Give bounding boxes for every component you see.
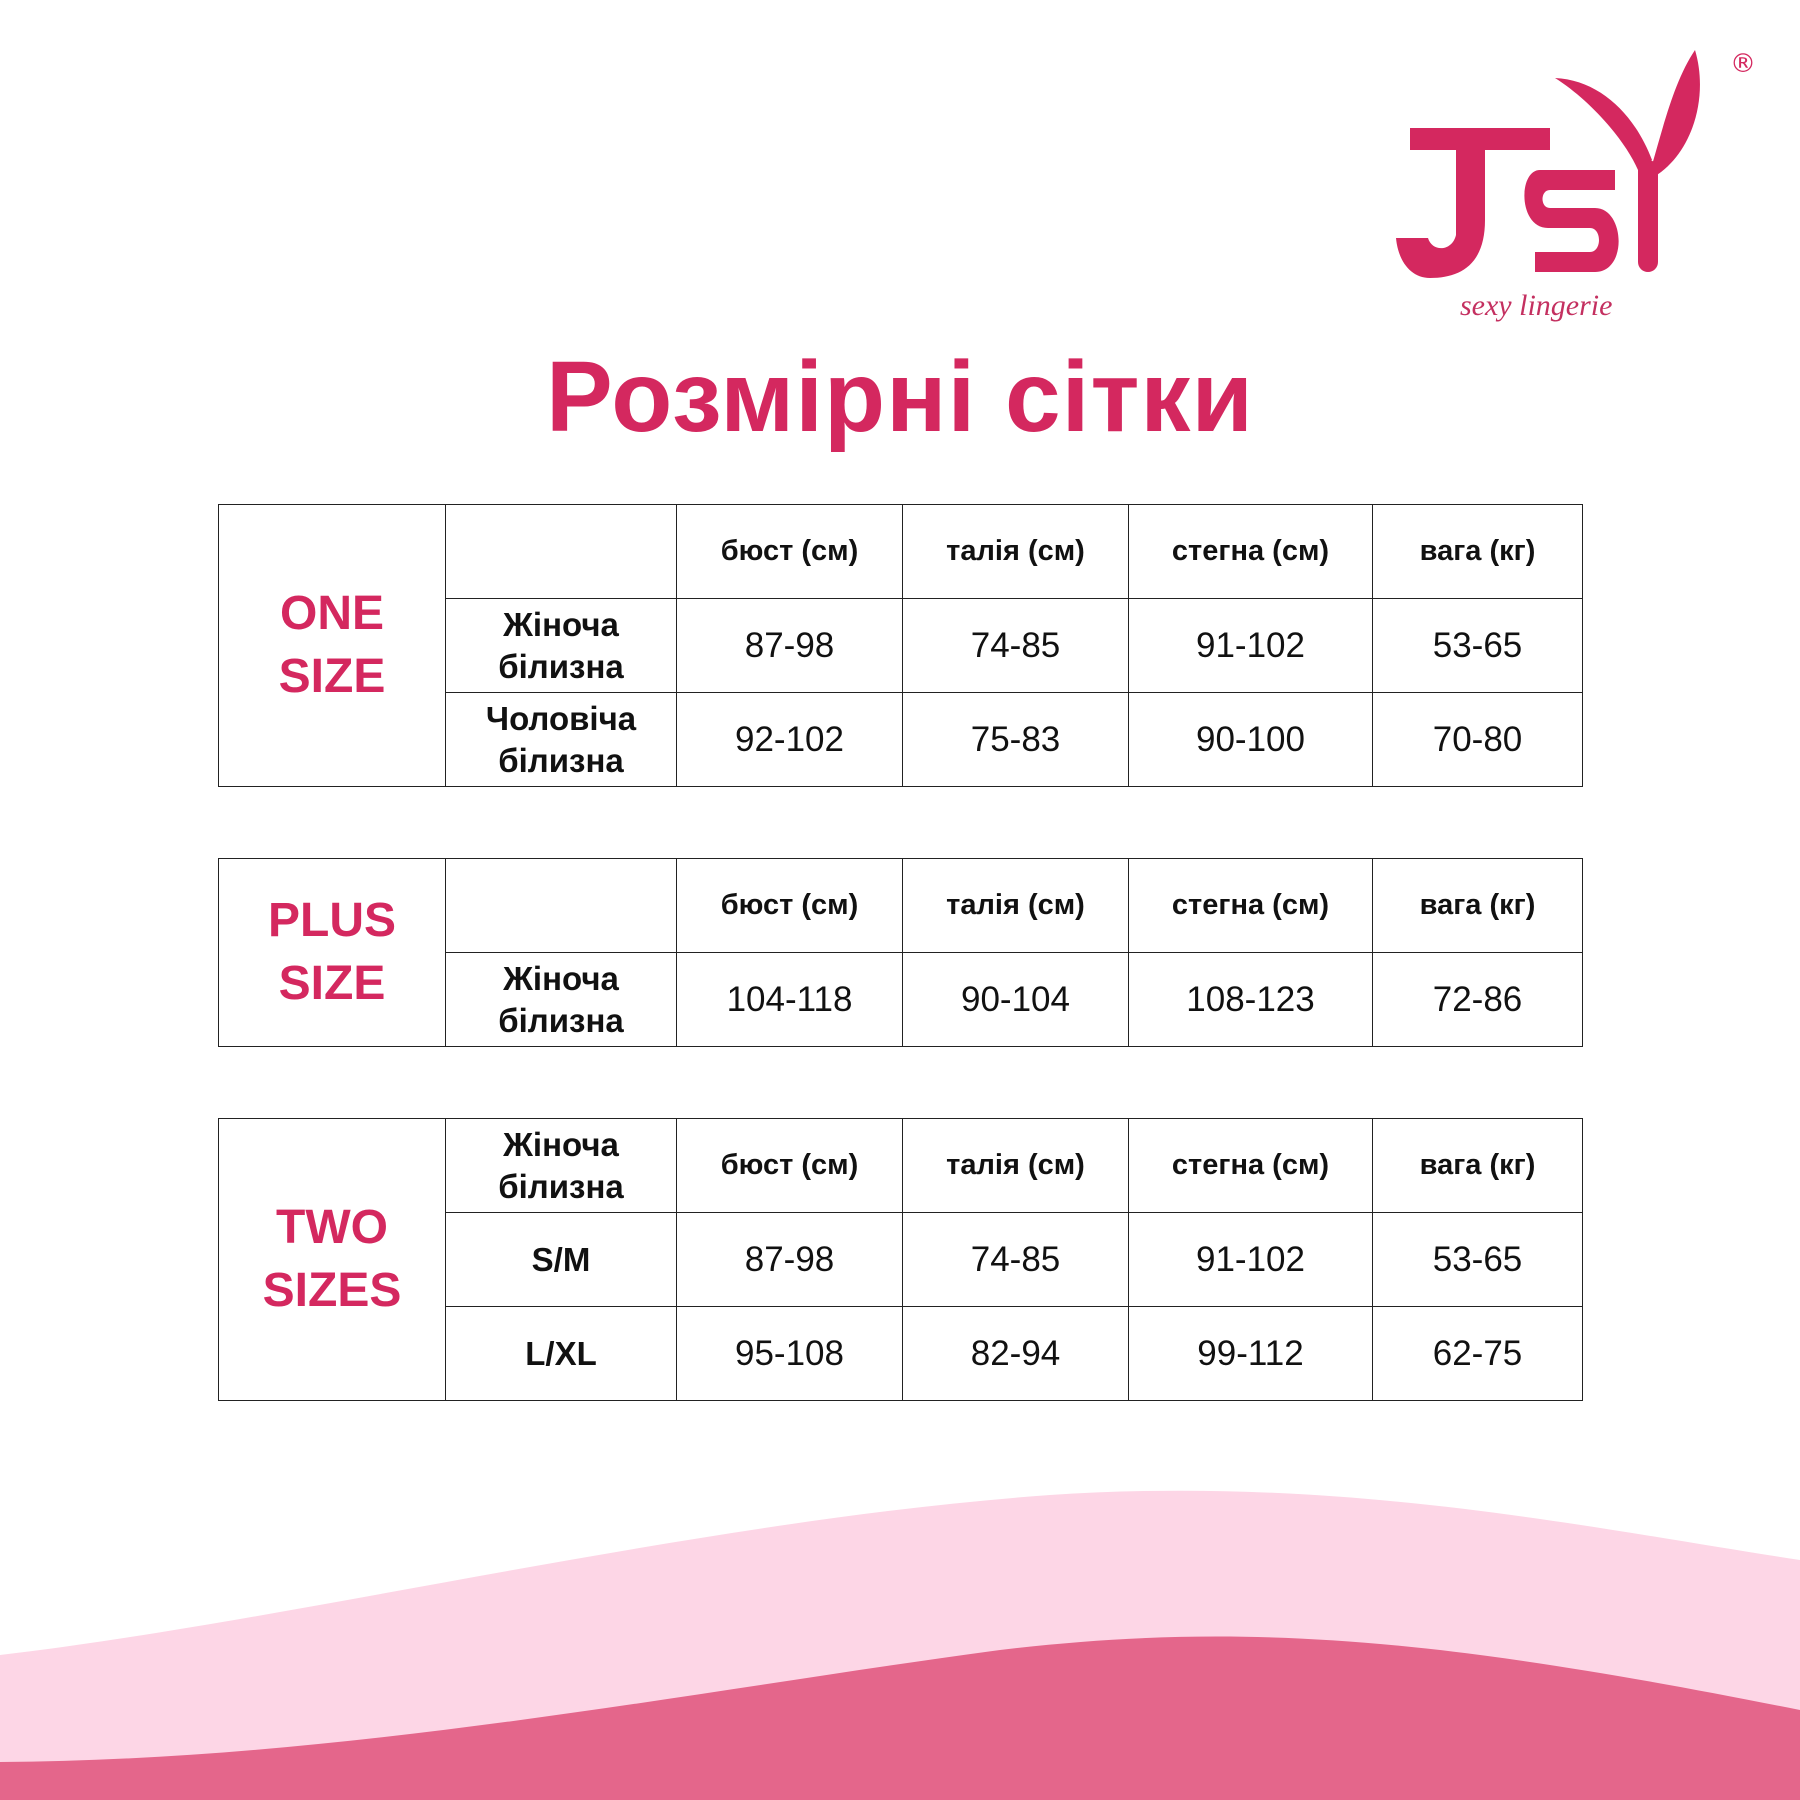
corner-cell: [445, 858, 677, 953]
col-header: стегна (см): [1128, 858, 1373, 953]
size-label: ONE SIZE: [218, 504, 446, 787]
cell: 70-80: [1372, 692, 1583, 787]
row-label: Жіноча білизна: [445, 952, 677, 1047]
size-table-plus-size: PLUS SIZE бюст (см) талія (см) стегна (см…: [218, 858, 1583, 1047]
col-header: бюст (см): [676, 858, 903, 953]
col-header: вага (кг): [1372, 858, 1583, 953]
cell: 108-123: [1128, 952, 1373, 1047]
cell: 87-98: [676, 598, 903, 693]
cell: 62-75: [1372, 1306, 1583, 1401]
cell: 53-65: [1372, 1212, 1583, 1307]
cell: 87-98: [676, 1212, 903, 1307]
row-label: L/XL: [445, 1306, 677, 1401]
cell: 91-102: [1128, 598, 1373, 693]
cell: 104-118: [676, 952, 903, 1047]
col-header: бюст (см): [676, 504, 903, 599]
table-row: Чоловіча білизна 92-102 75-83 90-100 70-8…: [219, 692, 1583, 787]
cell: 72-86: [1372, 952, 1583, 1047]
table-row: Жіноча білизна 87-98 74-85 91-102 53-65: [219, 598, 1583, 693]
cell: 74-85: [902, 1212, 1129, 1307]
col-header: вага (кг): [1372, 1118, 1583, 1213]
corner-cell: Жіноча білизна: [445, 1118, 677, 1213]
cell: 95-108: [676, 1306, 903, 1401]
cell: 92-102: [676, 692, 903, 787]
col-header: бюст (см): [676, 1118, 903, 1213]
cell: 99-112: [1128, 1306, 1373, 1401]
col-header: стегна (см): [1128, 504, 1373, 599]
corner-cell: [445, 504, 677, 599]
table-row: L/XL 95-108 82-94 99-112 62-75: [219, 1306, 1583, 1401]
svg-text:sexy lingerie: sexy lingerie: [1460, 289, 1612, 322]
row-label: Чоловіча білизна: [445, 692, 677, 787]
table-row: Жіноча білизна 104-118 90-104 108-123 72-…: [219, 952, 1583, 1047]
table-row: S/M 87-98 74-85 91-102 53-65: [219, 1212, 1583, 1307]
col-header: вага (кг): [1372, 504, 1583, 599]
size-table-one-size: ONE SIZE бюст (см) талія (см) стегна (см)…: [218, 504, 1583, 787]
cell: 75-83: [902, 692, 1129, 787]
cell: 53-65: [1372, 598, 1583, 693]
col-header: талія (см): [902, 1118, 1129, 1213]
size-label: TWO SIZES: [218, 1118, 446, 1401]
row-label: S/M: [445, 1212, 677, 1307]
cell: 82-94: [902, 1306, 1129, 1401]
svg-text:®: ®: [1730, 49, 1756, 79]
cell: 90-100: [1128, 692, 1373, 787]
col-header: талія (см): [902, 504, 1129, 599]
cell: 74-85: [902, 598, 1129, 693]
cell: 90-104: [902, 952, 1129, 1047]
size-label: PLUS SIZE: [218, 858, 446, 1047]
wave-dark: [0, 1636, 1800, 1800]
col-header: талія (см): [902, 858, 1129, 953]
row-label: Жіноча білизна: [445, 598, 677, 693]
size-table-two-sizes: TWO SIZES Жіноча білизна бюст (см) талія (…: [218, 1118, 1583, 1401]
jsy-logo: ® sexy lingerie: [1390, 20, 1770, 325]
cell: 91-102: [1128, 1212, 1373, 1307]
page-title: Розмірні сітки: [546, 341, 1254, 453]
col-header: стегна (см): [1128, 1118, 1373, 1213]
